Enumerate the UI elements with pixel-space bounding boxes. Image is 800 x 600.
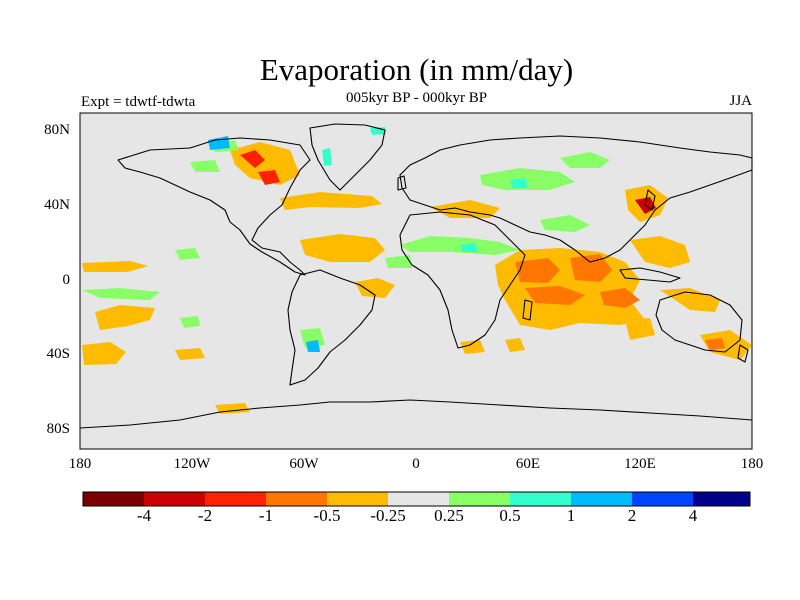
colorbar-label-7: 1 — [566, 506, 576, 525]
lat-label-0: 0 — [62, 272, 71, 288]
lat-label-80n: 80N — [44, 122, 70, 138]
patch-patagonia-cyan — [306, 340, 320, 352]
patch-kalahari — [505, 338, 525, 352]
patch-south-pacific-west — [82, 342, 126, 365]
colorbar-label-9: 4 — [688, 506, 698, 525]
patch-indian-east-core — [600, 288, 640, 308]
colorbar-label-6: 0.5 — [499, 506, 521, 525]
patch-middle-east — [540, 215, 590, 232]
coast-south-america — [287, 269, 376, 386]
colorbar-swatch-5 — [388, 492, 449, 506]
patch-central-asia-cyan — [510, 178, 528, 188]
patch-sahel — [400, 236, 520, 255]
colorbar-swatch-8 — [571, 492, 632, 506]
colorbar-label-0: -4 — [136, 506, 152, 525]
patch-south-indian-core — [525, 286, 585, 305]
patch-central-asia — [480, 168, 575, 190]
coast-antarctica — [79, 399, 753, 429]
colorbar-label-5: 0.25 — [434, 506, 464, 525]
colorbar-label-1: -2 — [197, 506, 213, 525]
colorbar-swatch-10 — [693, 492, 750, 506]
colorbar-label-3: -0.5 — [313, 506, 341, 525]
patch-mid-atlantic-south — [385, 255, 412, 268]
coast-eurasia — [399, 135, 753, 263]
patch-north-atlantic — [280, 192, 382, 210]
map-title: Evaporation (in mm/day) — [259, 52, 574, 87]
colorbar-swatch-2 — [205, 492, 266, 506]
patch-central-atlantic — [355, 278, 395, 298]
coast-japan — [644, 189, 656, 211]
colorbar — [82, 491, 751, 507]
lon-label-120e: 120E — [624, 456, 656, 472]
colorbar-label-4: -0.25 — [370, 506, 406, 525]
patch-bay-of-bengal-core — [570, 254, 612, 282]
colorbar-frame — [82, 491, 751, 507]
colorbar-swatch-3 — [266, 492, 327, 506]
patch-north-america — [190, 160, 220, 172]
map-subtitle: 005kyr BP - 000kyr BP — [345, 90, 488, 106]
map-background — [79, 112, 753, 450]
lon-label-180e: 180 — [740, 456, 764, 472]
colorbar-swatch-6 — [449, 492, 510, 506]
patch-southeast-australia-core — [705, 338, 725, 350]
colorbar-swatch-7 — [510, 492, 571, 506]
coast-new-zealand — [737, 344, 749, 363]
coast-north-america — [117, 137, 311, 276]
patch-mid-pacific-south — [95, 305, 155, 330]
patch-southern-ocean-mid — [82, 288, 160, 300]
patch-south-australia — [625, 318, 655, 340]
coast-greenland — [309, 123, 386, 191]
coast-australia — [655, 291, 743, 353]
patch-canada-arctic-core — [240, 150, 265, 168]
lat-label-40n: 40N — [44, 197, 70, 213]
experiment-label: Expt = tdwtf-tdwta — [81, 94, 196, 110]
coast-madagascar — [522, 299, 533, 321]
coast-indonesia — [619, 267, 681, 283]
coast-uk — [397, 175, 407, 191]
patch-greenland-east — [322, 148, 332, 166]
lon-label-120w: 120W — [173, 456, 211, 472]
patch-west-pacific — [630, 236, 690, 268]
patch-sahel-cyan — [460, 243, 478, 252]
patch-south-atlantic — [460, 340, 485, 354]
patch-siberia — [560, 152, 610, 168]
colorbar-label-8: 2 — [627, 506, 637, 525]
patch-hudson-core — [258, 170, 280, 185]
lon-label-60w: 60W — [289, 456, 319, 472]
coastlines — [79, 123, 753, 429]
colorbar-swatch-4 — [327, 492, 388, 506]
patch-north-pacific-east — [300, 234, 385, 262]
lat-label-80s: 80S — [46, 421, 70, 437]
patch-arabian-sea-core — [515, 258, 560, 283]
lon-label-0: 0 — [412, 456, 420, 472]
lon-label-180w: 180 — [68, 456, 92, 472]
lat-label-40s: 40S — [46, 346, 70, 362]
colorbar-swatch-1 — [144, 492, 205, 506]
coast-africa — [399, 211, 526, 349]
patch-mid-pacific-north — [82, 261, 148, 272]
colorbar-swatch-9 — [632, 492, 693, 506]
colorbar-swatch-0 — [83, 492, 144, 506]
negative-anomaly-patches — [82, 142, 752, 414]
season-label: JJA — [729, 93, 752, 109]
lon-label-60e: 60E — [515, 456, 541, 472]
patch-equatorial-pacific — [175, 248, 200, 260]
patch-south-pacific-mid — [175, 348, 205, 360]
patch-south-pacific-east — [180, 316, 200, 328]
colorbar-label-2: -1 — [258, 506, 274, 525]
